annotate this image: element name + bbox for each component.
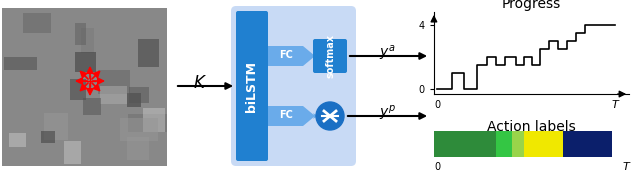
FancyBboxPatch shape	[48, 120, 75, 134]
FancyBboxPatch shape	[110, 17, 141, 39]
Text: $y^p$: $y^p$	[378, 104, 396, 123]
FancyBboxPatch shape	[84, 98, 122, 112]
Text: T: T	[622, 162, 629, 171]
FancyBboxPatch shape	[2, 8, 167, 166]
Text: $y^a$: $y^a$	[379, 44, 396, 63]
FancyBboxPatch shape	[236, 11, 268, 161]
Text: biLSTM: biLSTM	[246, 61, 259, 111]
FancyBboxPatch shape	[52, 6, 84, 33]
FancyBboxPatch shape	[493, 131, 497, 157]
FancyBboxPatch shape	[231, 6, 356, 166]
FancyBboxPatch shape	[563, 131, 612, 157]
FancyBboxPatch shape	[80, 73, 108, 93]
FancyBboxPatch shape	[44, 149, 67, 163]
FancyBboxPatch shape	[79, 96, 115, 110]
Text: 0: 0	[435, 101, 440, 110]
FancyBboxPatch shape	[63, 146, 86, 160]
FancyArrow shape	[268, 46, 315, 66]
Text: T: T	[612, 101, 618, 110]
FancyArrow shape	[268, 106, 315, 126]
FancyBboxPatch shape	[434, 131, 493, 157]
Text: Action labels: Action labels	[487, 120, 576, 134]
FancyBboxPatch shape	[56, 52, 81, 76]
FancyBboxPatch shape	[51, 98, 89, 111]
Text: FC: FC	[280, 110, 293, 120]
FancyBboxPatch shape	[108, 62, 144, 73]
FancyBboxPatch shape	[67, 101, 93, 115]
Title: Progress: Progress	[502, 0, 561, 11]
FancyBboxPatch shape	[551, 131, 563, 157]
FancyBboxPatch shape	[497, 131, 512, 157]
FancyBboxPatch shape	[61, 46, 83, 76]
Circle shape	[316, 102, 344, 130]
Text: softmax: softmax	[325, 34, 335, 78]
FancyBboxPatch shape	[118, 141, 147, 158]
FancyBboxPatch shape	[313, 39, 347, 73]
FancyBboxPatch shape	[86, 86, 101, 101]
Text: $K$: $K$	[193, 74, 207, 92]
FancyBboxPatch shape	[120, 64, 138, 80]
FancyBboxPatch shape	[88, 135, 118, 146]
FancyBboxPatch shape	[102, 110, 118, 139]
FancyBboxPatch shape	[512, 131, 524, 157]
FancyBboxPatch shape	[128, 90, 159, 108]
Text: FC: FC	[280, 50, 293, 60]
Text: 0: 0	[434, 162, 440, 171]
FancyBboxPatch shape	[524, 131, 551, 157]
FancyBboxPatch shape	[51, 96, 91, 113]
